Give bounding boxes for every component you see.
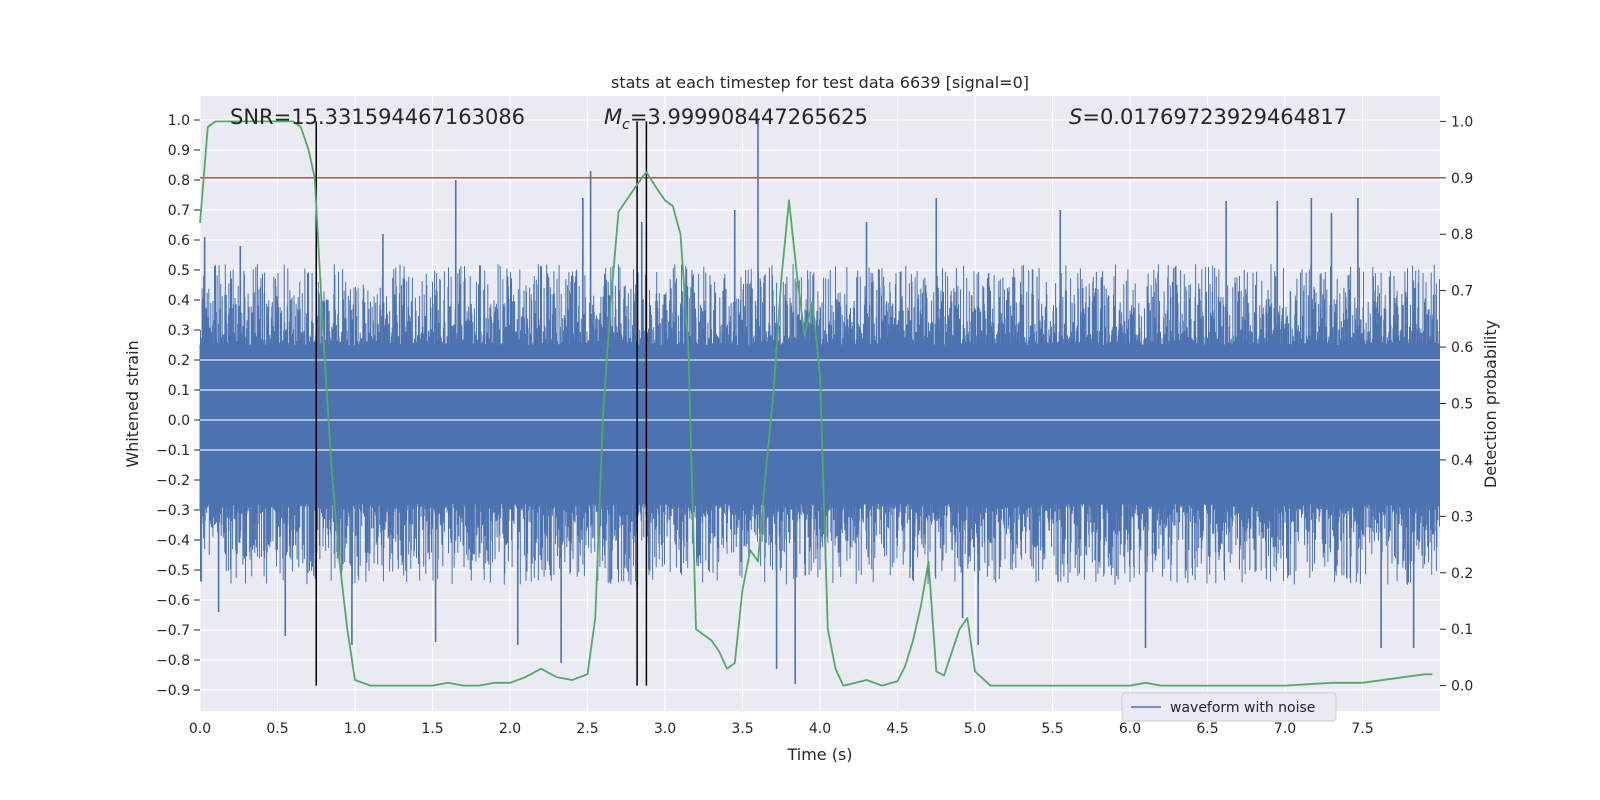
x-tick-label: 0.5: [266, 721, 288, 737]
chirp-mass-symbol: M: [604, 105, 622, 129]
x-tick-label: 2.5: [576, 721, 598, 737]
y-tick-label: 0.3: [168, 323, 190, 339]
x-tick-label: 6.5: [1196, 721, 1218, 737]
y2-axis-label: Detection probability: [1481, 320, 1500, 488]
left-y-axis-ticks: −0.9 −0.8 −0.7 −0.6 −0.5 −0.4 −0.3 −0.2 −0.1 0.0 0…: [156, 113, 200, 699]
y2-tick-label: 0.3: [1451, 509, 1473, 525]
chirp-mass-value: =3.999908447265625: [630, 105, 868, 129]
right-y-axis-ticks: 0.0 0.1 0.2 0.3 0.4 0.5 0.6 0.7 0.8 0.9 1.0: [1440, 114, 1473, 695]
x-tick-label: 5.5: [1041, 721, 1063, 737]
y-tick-label: 0.1: [168, 383, 190, 399]
noise-trace: [199, 264, 1440, 585]
x-tick-label: 1.0: [344, 721, 366, 737]
y-tick-label: −0.9: [156, 683, 190, 699]
legend-box: [1121, 692, 1337, 722]
y2-tick-label: 0.7: [1451, 284, 1473, 300]
y-tick-label: 0.9: [168, 143, 190, 159]
x-tick-label: 0.0: [189, 721, 211, 737]
y-tick-label: 0.0: [168, 413, 190, 429]
s-statistic-value: =0.01769723929464817: [1082, 105, 1347, 129]
y-tick-label: 0.6: [168, 233, 190, 249]
y-axis-label: Whitened strain: [123, 340, 142, 467]
chart-title: stats at each timestep for test data 663…: [611, 73, 1029, 92]
x-tick-label: 4.5: [886, 721, 908, 737]
y2-tick-label: 0.1: [1451, 622, 1473, 638]
y-tick-label: −0.1: [156, 443, 190, 459]
y2-tick-label: 1.0: [1451, 114, 1473, 130]
x-tick-label: 3.0: [654, 721, 676, 737]
y-tick-label: −0.5: [156, 563, 190, 579]
s-statistic-annotation: S=0.01769723929464817: [1069, 105, 1347, 129]
s-statistic-symbol: S: [1069, 105, 1082, 129]
y2-tick-label: 0.5: [1451, 397, 1473, 413]
x-axis-label: Time (s): [786, 745, 852, 764]
chirp-mass-subscript: c: [622, 117, 630, 133]
y-tick-label: −0.2: [156, 473, 190, 489]
y2-tick-label: 0.2: [1451, 566, 1473, 582]
y-tick-label: −0.6: [156, 593, 190, 609]
y-tick-label: −0.3: [156, 503, 190, 519]
y-tick-label: −0.4: [156, 533, 190, 549]
x-tick-label: 1.5: [421, 721, 443, 737]
legend: waveform with noise: [1121, 692, 1337, 722]
x-tick-label: 6.0: [1119, 721, 1141, 737]
x-axis-ticks: 0.0 0.5 1.0 1.5 2.0 2.5 3.0 3.5 4.0 4.5 5.0 5.5 6.0 6…: [189, 721, 1374, 737]
detection-probability-line: [199, 120, 1433, 687]
x-tick-label: 2.0: [499, 721, 521, 737]
y2-tick-label: 0.6: [1451, 340, 1473, 356]
y2-tick-label: 0.4: [1451, 453, 1473, 469]
legend-label-waveform: waveform with noise: [1170, 700, 1315, 716]
y2-tick-label: 0.0: [1451, 679, 1473, 695]
y2-tick-label: 0.8: [1451, 227, 1473, 243]
y-tick-label: 0.7: [168, 203, 190, 219]
probability-curve: [199, 120, 1433, 687]
y-tick-label: −0.7: [156, 623, 190, 639]
x-tick-label: 7.0: [1274, 721, 1296, 737]
y-tick-label: 1.0: [168, 113, 190, 129]
y-tick-label: 0.5: [168, 263, 190, 279]
x-tick-label: 4.0: [809, 721, 831, 737]
x-tick-label: 7.5: [1351, 721, 1373, 737]
y-tick-label: 0.2: [168, 353, 190, 369]
x-tick-label: 5.0: [964, 721, 986, 737]
y-tick-label: −0.8: [156, 653, 190, 669]
chirp-mass-annotation: Mc=3.999908447265625: [604, 105, 868, 133]
snr-annotation: SNR=15.331594467163086: [230, 105, 525, 129]
y2-tick-label: 0.9: [1451, 171, 1473, 187]
x-tick-label: 3.5: [731, 721, 753, 737]
y-tick-label: 0.4: [168, 293, 190, 309]
y-tick-label: 0.8: [168, 173, 190, 189]
